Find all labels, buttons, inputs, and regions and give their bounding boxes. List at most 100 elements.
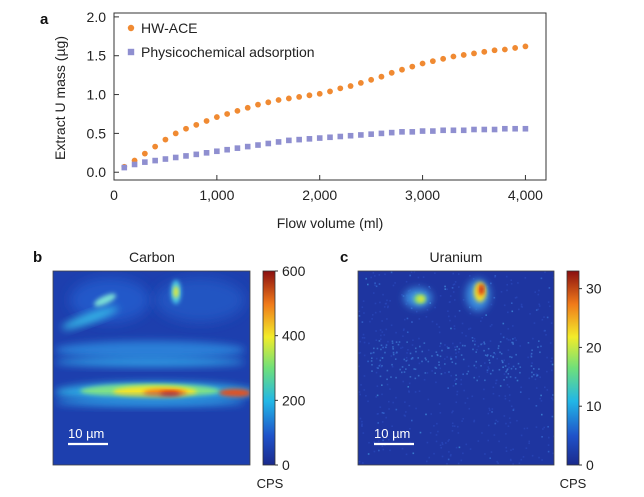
carbon-heatmap [53,271,250,465]
data-point [275,97,282,103]
data-point [214,148,220,155]
data-point [275,139,282,145]
y-tick-label: 1.5 [87,48,107,64]
data-point [368,131,374,137]
legend-label-hwace: HW-ACE [141,20,198,36]
data-point [265,140,272,147]
data-point [244,143,251,150]
data-point [481,126,488,133]
data-point [172,130,179,137]
data-point [203,118,210,124]
x-tick-label: 1,000 [199,187,234,203]
series-hwace [121,43,529,170]
carbon-colorbar [262,270,276,466]
carbon-colorbar-ticks: 0 200 400 600 [275,263,306,473]
data-point [255,142,261,148]
data-point [183,125,189,132]
data-point [327,134,333,141]
uranium-map-frame [357,270,555,466]
uranium-colorbar-unit: CPS [560,476,587,491]
data-point [388,129,395,136]
data-point [183,153,189,159]
data-point [152,157,158,164]
data-point [481,48,488,55]
legend-label-physico: Physicochemical adsorption [141,44,315,60]
plot-frame-a [113,12,547,181]
data-point [285,95,292,102]
data-point [306,136,313,142]
data-point [337,85,344,92]
data-point [142,159,148,165]
data-point [471,126,477,133]
y-tick-label: 0.5 [87,125,107,141]
uranium-map-title: Uranium [430,249,483,265]
data-point [203,150,210,156]
x-tick-label: 3,000 [405,187,440,203]
data-point [162,136,169,143]
data-point [172,154,179,161]
x-tick-label: 0 [110,187,118,203]
data-point [131,161,138,168]
colorbar-tick-label: 400 [282,328,306,344]
data-point [234,107,241,114]
data-point [316,90,323,97]
data-point [522,125,529,132]
y-tick-label: 0.0 [87,164,107,180]
data-point [419,128,426,134]
data-point [378,130,385,137]
data-point [141,150,148,157]
data-point [121,164,128,171]
data-point [357,80,364,86]
data-point [358,132,364,138]
data-point [152,143,159,150]
data-point [327,88,333,95]
colorbar-tick-label: 0 [282,457,290,473]
data-point [296,93,303,100]
data-point [265,99,272,106]
data-point [255,101,261,108]
legend-marker-hwace [127,24,135,32]
data-point [491,126,498,133]
data-point [399,66,405,73]
data-point [409,63,416,70]
data-point [347,132,354,139]
carbon-colorbar-unit: CPS [257,476,284,491]
panel-label-c: c [340,249,348,266]
data-point [306,92,313,99]
colorbar-tick-label: 0 [586,457,594,473]
data-point [491,47,498,54]
data-point [471,50,477,57]
data-point [316,135,323,141]
x-tick-label: 2,000 [302,187,337,203]
data-point [224,146,230,153]
carbon-map-title: Carbon [129,249,175,265]
data-point [162,156,169,162]
data-point [244,104,251,111]
x-axis-ticks: 0 1,000 2,000 3,000 4,000 [110,175,543,203]
data-point [296,136,302,143]
data-point [429,58,436,65]
data-point [193,121,200,128]
data-point [501,46,508,53]
data-point [512,125,518,132]
x-axis-label: Flow volume (ml) [277,215,384,231]
data-point [450,127,457,134]
plot-series [121,43,529,171]
data-point [388,69,395,76]
data-point [502,125,508,132]
data-point [440,127,446,134]
carbon-scale-label: 10 µm [68,426,104,441]
uranium-colorbar [566,270,580,466]
data-point [440,55,447,62]
y-tick-label: 2.0 [87,9,107,25]
colorbar-tick-label: 600 [282,263,306,279]
data-point [213,114,220,120]
colorbar-tick-label: 20 [586,339,602,355]
legend: HW-ACE Physicochemical adsorption [127,20,315,60]
uranium-scale-label: 10 µm [374,426,410,441]
y-tick-label: 1.0 [87,87,107,103]
colorbar-tick-label: 30 [586,281,602,297]
data-point [347,83,354,89]
data-point [193,151,200,158]
